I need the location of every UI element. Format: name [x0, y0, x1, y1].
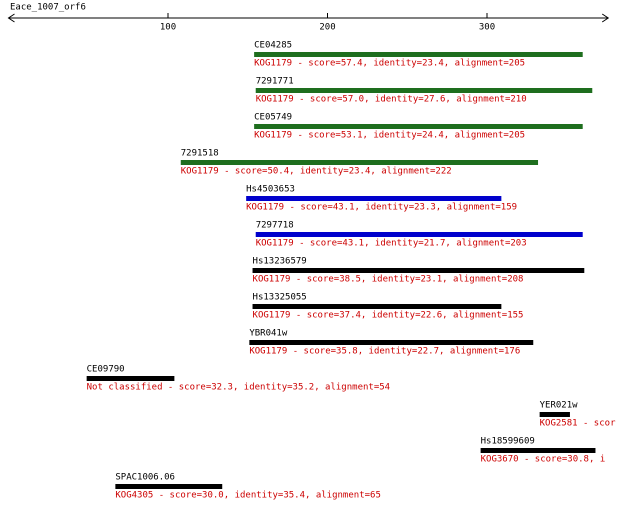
- hit-name: Hs13325055: [253, 293, 307, 303]
- hit-label: KOG1179 - score=57.4, identity=23.4, ali…: [254, 59, 525, 69]
- hit-label: KOG1179 - score=35.8, identity=22.7, ali…: [249, 347, 520, 357]
- x-tick-label: 100: [160, 23, 176, 33]
- hit-label: KOG1179 - score=57.0, identity=27.6, ali…: [256, 95, 527, 105]
- hit-name: 7297718: [256, 221, 294, 231]
- hit-bar: [252, 268, 585, 273]
- hit-bar: [255, 232, 583, 237]
- hit-label: KOG2581 - scor: [540, 419, 616, 429]
- hit-label: Not classified - score=32.3, identity=35…: [87, 383, 390, 393]
- hit-name: CE09790: [87, 365, 125, 375]
- hit-bar: [86, 376, 175, 381]
- hit-name: Hs4503653: [246, 185, 295, 195]
- hit-name: 7291518: [181, 149, 219, 159]
- hit-label: KOG1179 - score=53.1, identity=24.4, ali…: [254, 131, 525, 141]
- hit-bar: [480, 448, 596, 453]
- hit-name: CE05749: [254, 113, 292, 123]
- hit-name: Hs13236579: [253, 257, 307, 267]
- chart-title: Eace_1007_orf6: [10, 3, 86, 13]
- hit-label: KOG1179 - score=43.1, identity=21.7, ali…: [256, 239, 527, 249]
- hit-name: SPAC1006.06: [115, 473, 175, 483]
- hit-bar: [252, 304, 502, 309]
- hit-bar: [255, 88, 593, 93]
- hit-label: KOG1179 - score=50.4, identity=23.4, ali…: [181, 167, 452, 177]
- hit-bar: [254, 124, 583, 129]
- axis-arrow: [7, 13, 15, 23]
- hit-name: YER021w: [540, 401, 579, 411]
- hit-bar: [249, 340, 534, 345]
- hit-label: KOG4305 - score=30.0, identity=35.4, ali…: [115, 491, 381, 501]
- hit-name: 7291771: [256, 77, 294, 87]
- hit-name: Hs18599609: [481, 437, 535, 447]
- hit-bar: [539, 412, 570, 417]
- hit-label: KOG3670 - score=30.8, i: [481, 455, 606, 465]
- x-tick-label: 200: [319, 23, 335, 33]
- hit-bar: [254, 52, 583, 57]
- hit-label: KOG1179 - score=37.4, identity=22.6, ali…: [253, 311, 524, 321]
- hit-label: KOG1179 - score=43.1, identity=23.3, ali…: [246, 203, 517, 213]
- hit-bar: [180, 160, 539, 165]
- hit-name: CE04285: [254, 41, 292, 51]
- x-tick-label: 300: [479, 23, 495, 33]
- hit-bar: [246, 196, 502, 201]
- axis-arrow: [601, 13, 610, 23]
- hit-name: YBR041w: [249, 329, 288, 339]
- hit-bar: [115, 484, 223, 489]
- hit-label: KOG1179 - score=38.5, identity=23.1, ali…: [253, 275, 524, 285]
